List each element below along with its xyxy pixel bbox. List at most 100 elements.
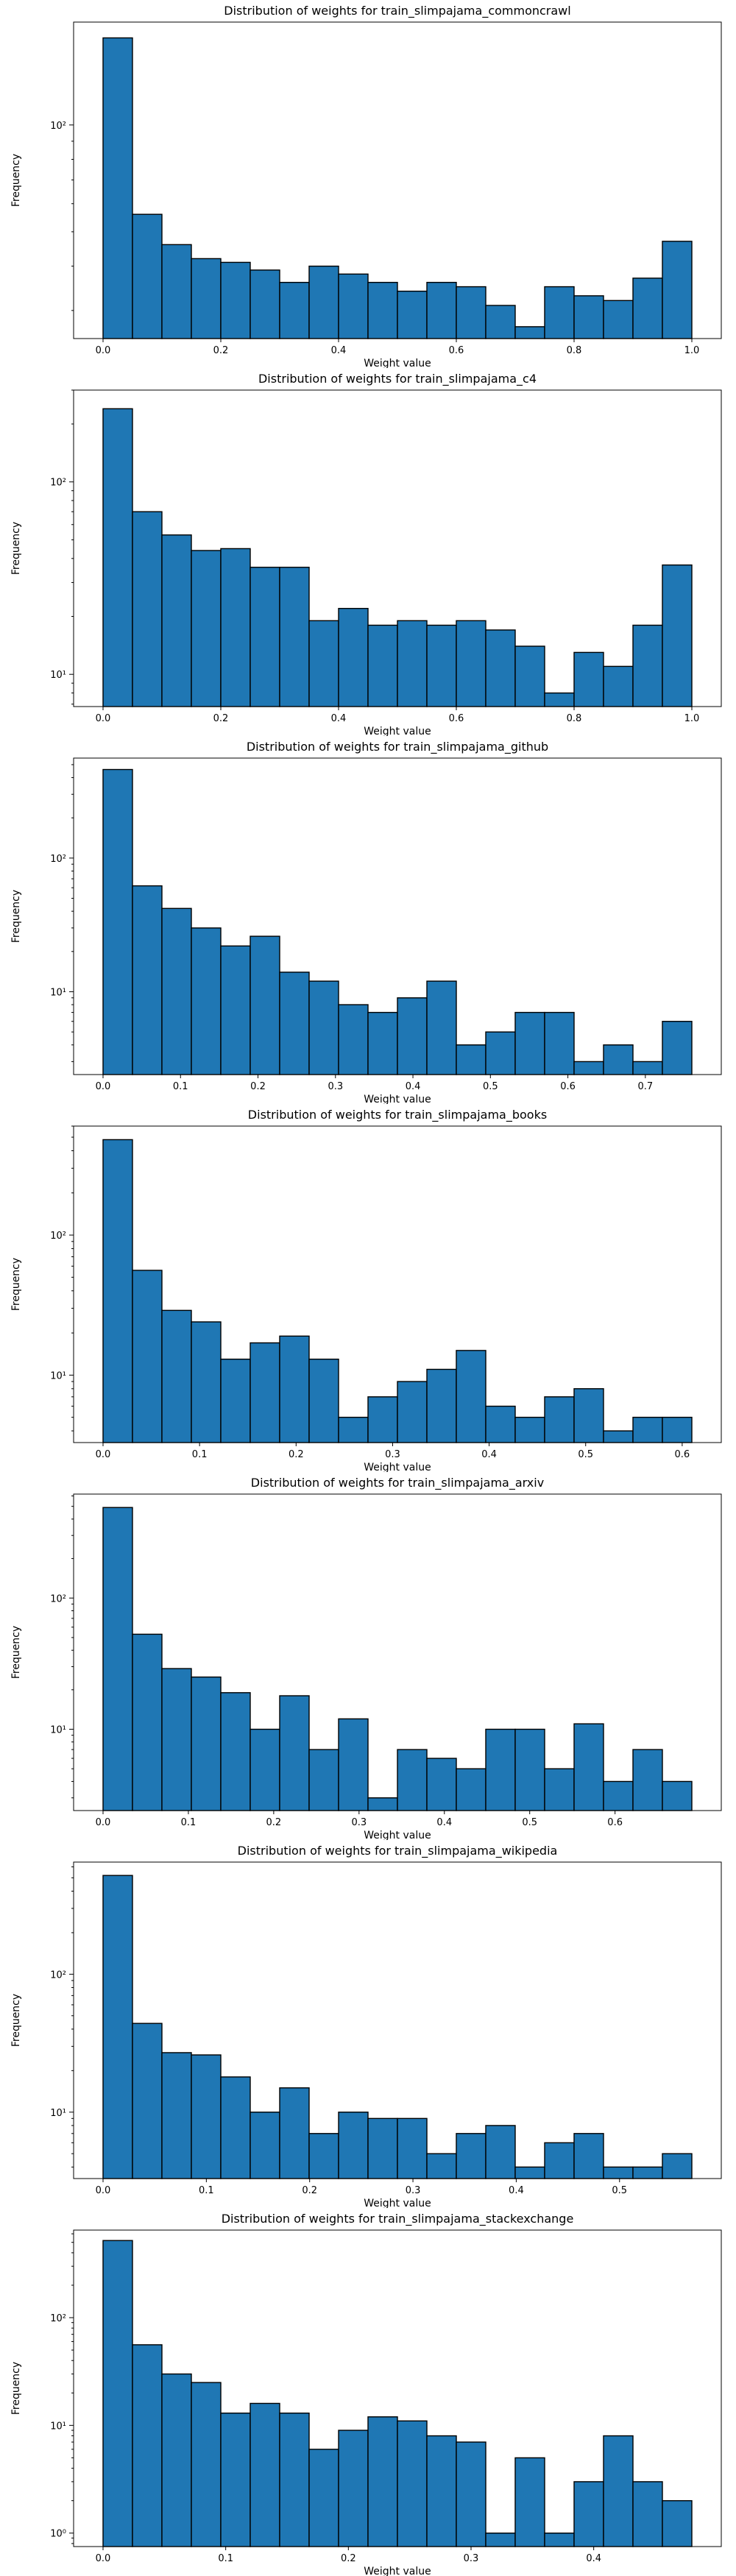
x-axis-label: Weight value [364, 1094, 431, 1104]
x-tick-label: 0.5 [578, 1449, 593, 1460]
histogram-bar [603, 1430, 634, 1443]
chart-title: Distribution of weights for train_slimpa… [224, 4, 570, 18]
histogram-bar [426, 2435, 457, 2547]
histogram-bar [514, 2457, 545, 2547]
histogram-bar [573, 1388, 604, 1443]
histogram-bar [397, 1381, 428, 1443]
y-tick-label: 10¹ [50, 670, 66, 681]
histogram-bar [662, 1780, 693, 1811]
histogram-bar [279, 1335, 310, 1443]
histogram-bar [102, 37, 133, 339]
x-axis-label: Weight value [364, 2566, 431, 2576]
histogram-bar [220, 261, 251, 339]
x-tick-label: 0.3 [406, 2185, 421, 2196]
x-tick-label: 0.0 [96, 2185, 111, 2196]
x-tick-label: 0.4 [331, 713, 347, 724]
plot-frame [73, 1861, 722, 2179]
histogram-bar [573, 2133, 604, 2179]
histogram-chart-2: Distribution of weights for train_slimpa… [10, 740, 722, 1104]
histogram-bar [573, 1061, 604, 1075]
histogram-bar [632, 1416, 663, 1443]
histogram-bar [220, 1692, 251, 1811]
y-axis-label: Frequency [10, 890, 22, 943]
histogram-bar [514, 326, 545, 339]
histogram-chart-6: Distribution of weights for train_slimpa… [10, 2212, 722, 2576]
histogram-bar [338, 1004, 369, 1075]
x-tick-label: 0.4 [481, 1449, 497, 1460]
histogram-bar [367, 1011, 398, 1075]
histogram-bar [544, 1768, 575, 1811]
histogram-bar [338, 607, 369, 707]
histogram-bar [632, 277, 663, 339]
x-tick-label: 0.0 [96, 345, 111, 356]
histogram-bar [338, 273, 369, 339]
x-tick-label: 0.8 [567, 345, 582, 356]
histogram-bar [220, 548, 251, 707]
x-tick-label: 0.2 [266, 1817, 282, 1828]
histogram-bar [191, 2054, 222, 2179]
x-tick-label: 0.2 [213, 345, 229, 356]
histogram-bar [308, 2133, 339, 2179]
x-axis-label: Weight value [364, 1462, 431, 1472]
x-tick-label: 0.7 [637, 1081, 653, 1092]
histogram-bar [132, 1633, 163, 1811]
histogram-bar [662, 1416, 693, 1443]
y-tick-label: 10² [50, 121, 66, 132]
histogram-bar [426, 281, 457, 339]
plot-frame [73, 1493, 722, 1811]
x-tick-label: 0.3 [328, 1081, 343, 1092]
histogram-bar [250, 2112, 280, 2179]
histogram-bar [544, 692, 575, 707]
histogram-bar [514, 1011, 545, 1075]
histogram-bar [250, 1342, 280, 1443]
histogram-bar [191, 2382, 222, 2547]
y-tick-label: 10² [50, 1970, 66, 1981]
histogram-bar [632, 1749, 663, 1811]
histogram-bar [250, 1728, 280, 1811]
histogram-bar [397, 620, 428, 707]
histogram-bar [632, 624, 663, 707]
histogram-bar [338, 2430, 369, 2547]
histogram-bar [485, 1031, 516, 1075]
histogram-bar [132, 2344, 163, 2547]
histogram-bar [573, 1723, 604, 1811]
histogram-bar [102, 1139, 133, 1443]
histogram-bar [603, 2435, 634, 2547]
y-tick-label: 10² [50, 1231, 66, 1242]
histogram-bar [603, 300, 634, 339]
x-tick-label: 0.5 [612, 2185, 627, 2196]
y-axis-label: Frequency [10, 1258, 22, 1311]
histogram-bar [102, 2240, 133, 2547]
histogram-bar [544, 2533, 575, 2547]
histogram-bar [426, 980, 457, 1075]
x-tick-label: 0.3 [351, 1817, 367, 1828]
x-tick-label: 0.2 [250, 1081, 266, 1092]
x-tick-label: 0.1 [192, 1449, 208, 1460]
histogram-bar [662, 1021, 693, 1075]
x-tick-label: 1.0 [684, 713, 700, 724]
x-tick-label: 0.3 [464, 2553, 479, 2564]
x-tick-label: 0.1 [181, 1817, 197, 1828]
chart-title: Distribution of weights for train_slimpa… [251, 1476, 544, 1490]
x-tick-label: 0.4 [436, 1817, 452, 1828]
histogram-bar [250, 935, 280, 1075]
histogram-bar [603, 665, 634, 707]
histogram-bar [308, 2449, 339, 2547]
x-axis-label: Weight value [364, 1830, 431, 1840]
plot-frame [73, 21, 722, 339]
histogram-bar [250, 567, 280, 707]
chart-title: Distribution of weights for train_slimpa… [247, 740, 548, 754]
histogram-bar [338, 1416, 369, 1443]
histogram-bar [191, 927, 222, 1075]
plot-frame [73, 389, 722, 707]
x-axis-label: Weight value [364, 2198, 431, 2208]
x-axis-label: Weight value [364, 726, 431, 736]
histogram-bar [426, 2153, 457, 2179]
x-tick-label: 0.2 [341, 2553, 356, 2564]
histogram-bar [662, 564, 693, 707]
histogram-bar [367, 281, 398, 339]
histogram-bar [220, 945, 251, 1075]
x-tick-label: 0.8 [567, 713, 582, 724]
y-axis-label: Frequency [10, 154, 22, 207]
